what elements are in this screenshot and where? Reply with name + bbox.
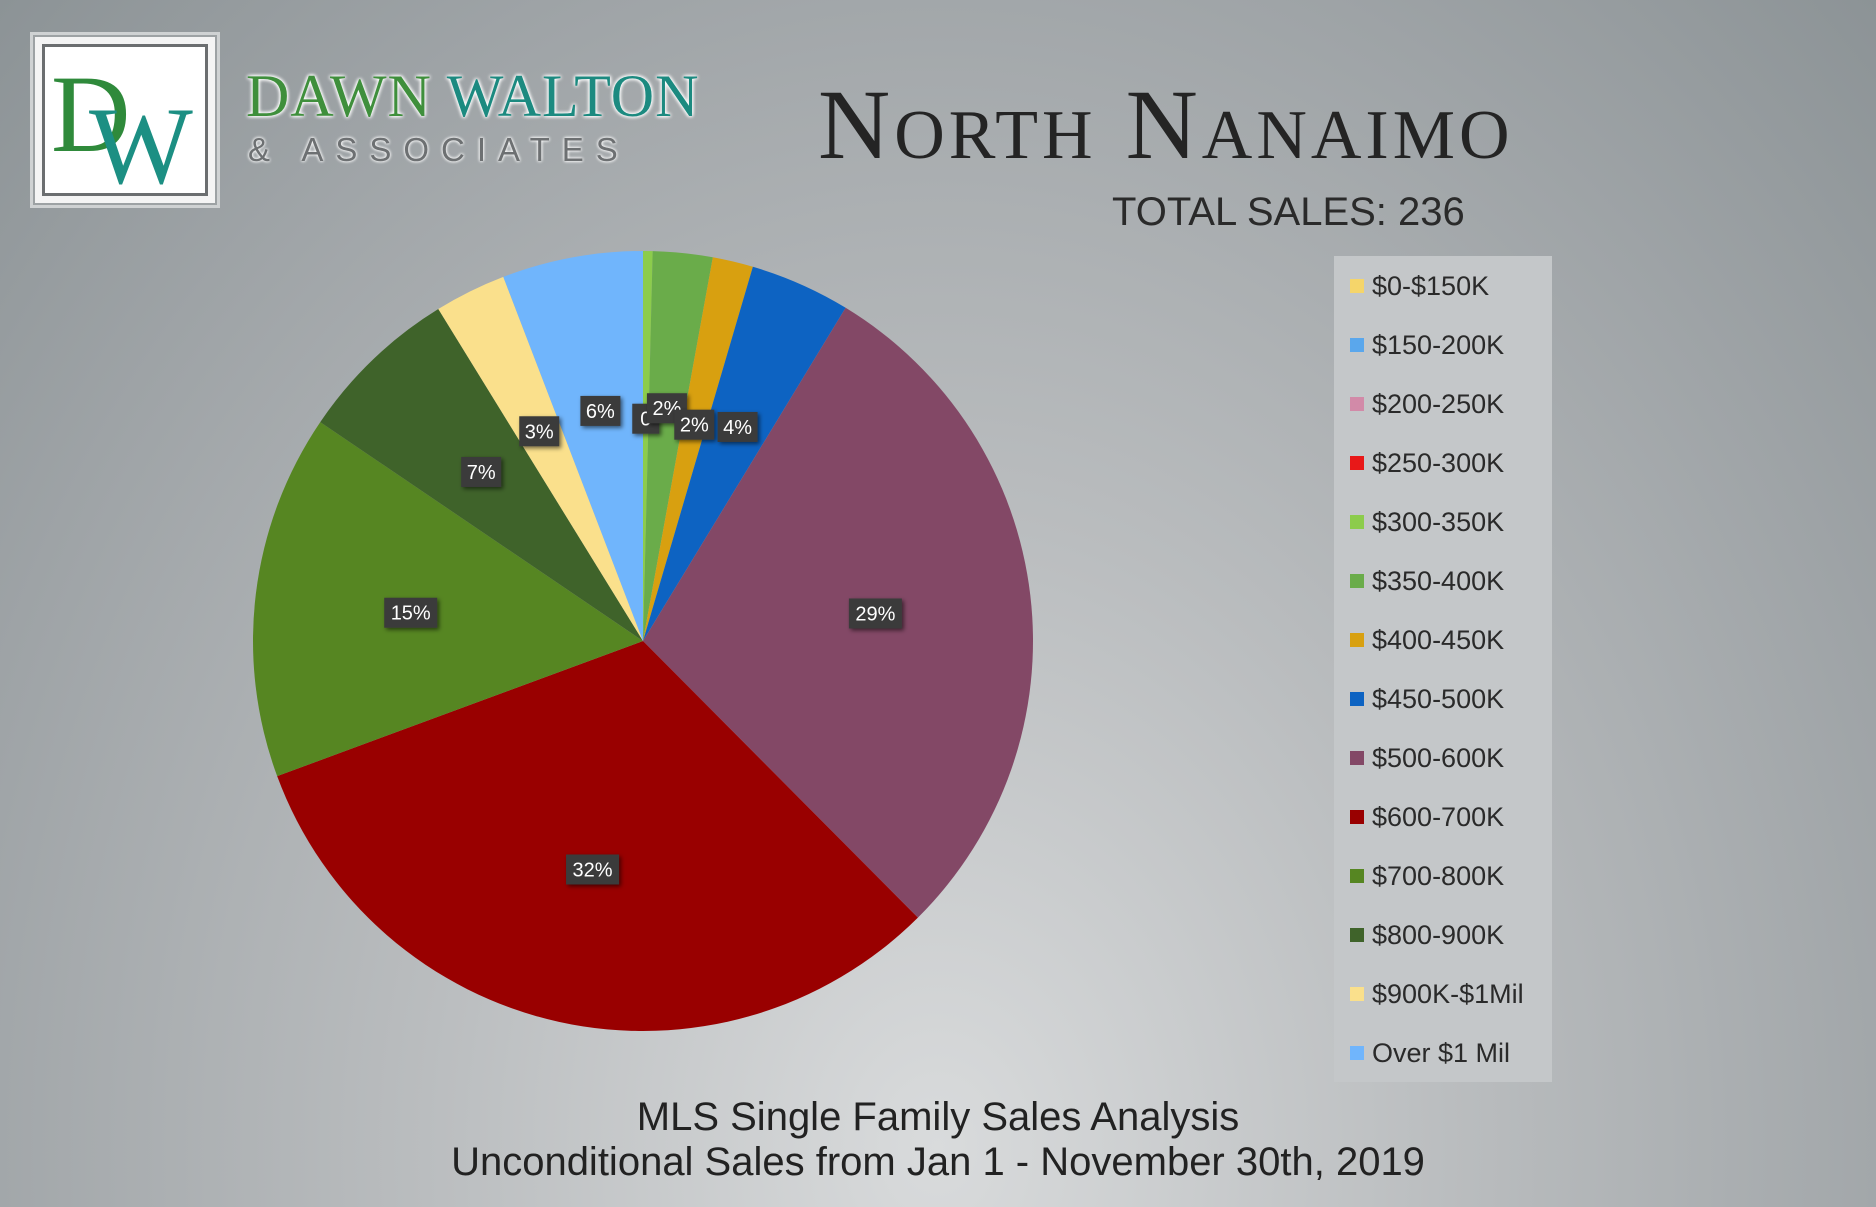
pie-slice-9 [277, 641, 918, 1031]
data-label-11: 7% [461, 456, 502, 487]
legend-swatch [1350, 456, 1364, 470]
legend-label: $250-300K [1372, 447, 1505, 478]
legend-label: $700-800K [1372, 860, 1505, 891]
legend-item: $400-450K [1350, 625, 1504, 655]
svg-text:6%: 6% [586, 401, 615, 423]
pie-slice-7 [643, 266, 846, 641]
legend-label: $350-400K [1372, 565, 1505, 596]
data-label-7: 4% [717, 411, 758, 442]
legend-swatch [1350, 633, 1364, 647]
legend-swatch [1350, 338, 1364, 352]
logo-letter-w: W [89, 85, 193, 207]
legend-item: $900K-$1Mil [1350, 979, 1524, 1009]
legend-swatch [1350, 751, 1364, 765]
pie-slice-8 [643, 307, 1034, 918]
legend-swatch [1350, 869, 1364, 883]
svg-text:2%: 2% [680, 415, 709, 437]
brand-name-last: WALTON [446, 63, 700, 129]
svg-text:32%: 32% [573, 859, 613, 881]
svg-text:15%: 15% [391, 603, 431, 625]
pie-slice-5 [643, 251, 713, 641]
pie-slice-13 [503, 251, 643, 641]
data-label-10: 15% [384, 597, 438, 628]
legend-item: $350-400K [1350, 566, 1504, 596]
data-label-8: 29% [848, 598, 902, 629]
total-sales: TOTAL SALES: 236 [1112, 190, 1465, 234]
brand-name: DAWN WALTON [246, 62, 699, 131]
data-label-12: 3% [519, 416, 560, 447]
legend-label: $450-500K [1372, 683, 1505, 714]
data-label-9: 32% [566, 854, 620, 885]
svg-text:3%: 3% [525, 421, 554, 443]
legend-label: $150-200K [1372, 329, 1505, 360]
legend-item: $800-900K [1350, 920, 1504, 950]
legend-label: $600-700K [1372, 801, 1505, 832]
data-label-6: 2% [674, 409, 715, 440]
logo-frame: D W [42, 44, 208, 201]
legend-item: $250-300K [1350, 448, 1504, 478]
legend-item: Over $1 Mil [1350, 1038, 1510, 1068]
svg-text:4%: 4% [723, 417, 752, 439]
legend-item: $600-700K [1350, 802, 1504, 832]
legend-swatch [1350, 1046, 1364, 1060]
pie-slice-4 [643, 251, 653, 641]
legend-swatch [1350, 810, 1364, 824]
brand-tagline: & ASSOCIATES [248, 131, 630, 168]
legend-item: $500-600K [1350, 743, 1504, 773]
brand-name-first: DAWN [246, 63, 432, 129]
pie-slice-6 [643, 257, 753, 641]
legend-swatch [1350, 574, 1364, 588]
legend-label: $400-450K [1372, 624, 1505, 655]
svg-text:29%: 29% [855, 603, 895, 625]
legend-label: $0-$150K [1372, 270, 1490, 301]
legend-item: $200-250K [1350, 389, 1504, 419]
legend-label: $900K-$1Mil [1372, 978, 1524, 1009]
pie-slice-10 [252, 422, 643, 777]
legend-swatch [1350, 692, 1364, 706]
legend-label: $500-600K [1372, 742, 1505, 773]
logo: D W [30, 32, 220, 208]
legend-label: $300-350K [1372, 506, 1505, 537]
legend: $0-$150K $150-200K $200-250K $250-300K $300-… [1334, 256, 1552, 1082]
footer-line-1: MLS Single Family Sales Analysis [636, 1095, 1240, 1139]
legend-label: Over $1 Mil [1372, 1037, 1511, 1068]
legend-item: $150-200K [1350, 330, 1504, 360]
legend-swatch [1350, 515, 1364, 529]
svg-text:7%: 7% [467, 462, 496, 484]
legend-swatch [1350, 279, 1364, 293]
legend-item: $450-500K [1350, 684, 1504, 714]
legend-label: $800-900K [1372, 919, 1505, 950]
legend-label: $200-250K [1372, 388, 1505, 419]
footer-line-2: Unconditional Sales from Jan 1 - Novembe… [451, 1140, 1425, 1184]
logo-letter-d: D [51, 53, 131, 175]
legend-swatch [1350, 928, 1364, 942]
legend-swatch [1350, 397, 1364, 411]
legend-swatch [1350, 987, 1364, 1001]
svg-text:0: 0 [640, 409, 651, 431]
legend-item: $700-800K [1350, 861, 1504, 891]
legend-item: $300-350K [1350, 507, 1504, 537]
data-label-13: 6% [580, 395, 621, 426]
legend-item: $0-$150K [1350, 271, 1489, 301]
data-label-5: 2% [646, 393, 687, 424]
pie-slice-12 [438, 276, 643, 641]
page-title: North Nanaimo [818, 69, 1514, 180]
